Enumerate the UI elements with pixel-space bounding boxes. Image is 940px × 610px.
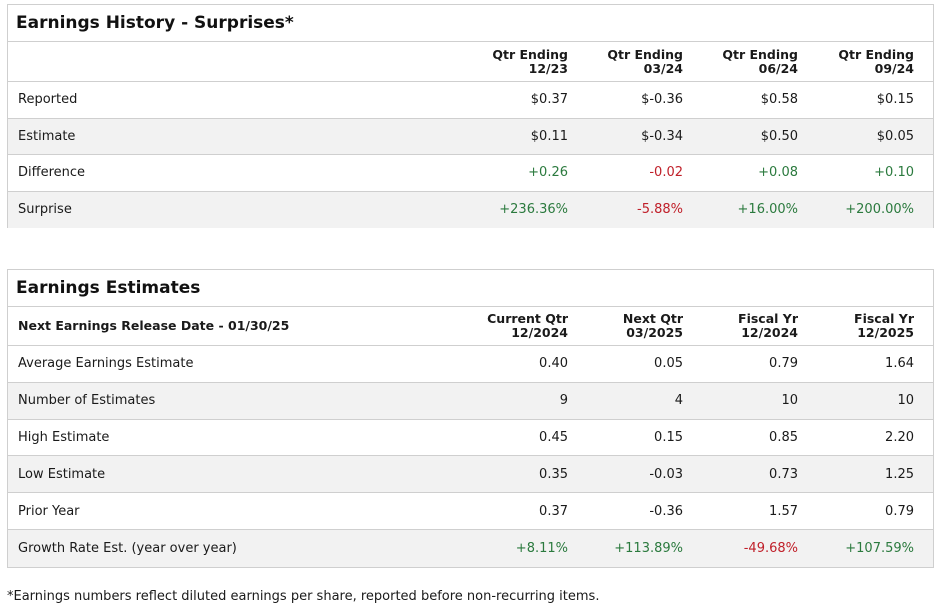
row-label: Average Earnings Estimate bbox=[18, 356, 194, 372]
row-value: +0.26 bbox=[528, 165, 568, 181]
table-row: Average Earnings Estimate 0.40 0.05 0.79 1.6… bbox=[8, 346, 933, 383]
earnings-history-header-row: Qtr Ending 12/23 Qtr Ending 03/24 Qtr Endi… bbox=[8, 42, 933, 82]
row-value: -5.88% bbox=[637, 202, 683, 218]
earnings-history-title: Earnings History - Surprises* bbox=[8, 5, 933, 42]
row-value: 0.79 bbox=[885, 503, 914, 519]
row-value: $0.11 bbox=[530, 128, 568, 144]
column-header: Fiscal Yr 12/2024 bbox=[738, 311, 798, 340]
row-value: $0.05 bbox=[876, 128, 914, 144]
row-value: +0.08 bbox=[758, 165, 798, 181]
row-label: Surprise bbox=[18, 202, 72, 218]
footnote: *Earnings numbers reflect diluted earnin… bbox=[7, 589, 600, 604]
earnings-estimates-title: Earnings Estimates bbox=[8, 270, 933, 307]
row-value: 0.79 bbox=[769, 356, 798, 372]
row-label: Estimate bbox=[18, 128, 76, 144]
table-row: Difference +0.26 -0.02 +0.08 +0.10 bbox=[8, 155, 933, 192]
row-value: $0.15 bbox=[876, 92, 914, 108]
row-label: Low Estimate bbox=[18, 466, 106, 482]
row-value: $0.37 bbox=[530, 92, 568, 108]
row-value: +8.11% bbox=[515, 540, 568, 556]
row-value: 1.25 bbox=[885, 466, 914, 482]
column-header: Qtr Ending 09/24 bbox=[838, 46, 914, 76]
earnings-history-panel: Earnings History - Surprises* Qtr Ending… bbox=[7, 4, 934, 228]
row-label: Growth Rate Est. (year over year) bbox=[18, 540, 237, 556]
row-value: 0.85 bbox=[769, 429, 798, 445]
row-value: 0.05 bbox=[654, 356, 683, 372]
row-label: High Estimate bbox=[18, 429, 110, 445]
row-value: 9 bbox=[559, 393, 568, 409]
row-value: +113.89% bbox=[614, 540, 683, 556]
column-header: Fiscal Yr 12/2025 bbox=[854, 311, 914, 340]
row-value: +16.00% bbox=[737, 202, 798, 218]
row-value: 0.45 bbox=[539, 429, 568, 445]
row-label: Number of Estimates bbox=[18, 393, 156, 409]
row-value: -0.02 bbox=[649, 165, 683, 181]
row-value: 0.37 bbox=[539, 503, 568, 519]
row-value: $0.58 bbox=[760, 92, 798, 108]
earnings-estimates-panel: Earnings Estimates Next Earnings Release… bbox=[7, 269, 934, 568]
row-value: 4 bbox=[674, 393, 683, 409]
row-value: 1.64 bbox=[885, 356, 914, 372]
column-header: Current Qtr 12/2024 bbox=[487, 311, 568, 340]
row-value: 0.35 bbox=[539, 466, 568, 482]
table-row: Estimate $0.11 $-0.34 $0.50 $0.05 bbox=[8, 118, 933, 155]
row-value: $-0.36 bbox=[641, 92, 683, 108]
row-label: Difference bbox=[18, 165, 86, 181]
row-value: +200.00% bbox=[845, 202, 914, 218]
table-row: Number of Estimates 9 4 10 10 bbox=[8, 382, 933, 420]
row-value: 1.57 bbox=[769, 503, 798, 519]
row-label: Prior Year bbox=[18, 503, 80, 519]
table-row: Prior Year 0.37 -0.36 1.57 0.79 bbox=[8, 493, 933, 530]
earnings-history-rows: Reported $0.37 $-0.36 $0.58 $0.15 Estimate $0.… bbox=[8, 82, 933, 228]
row-value: 0.73 bbox=[769, 466, 798, 482]
earnings-estimates-rows: Average Earnings Estimate 0.40 0.05 0.79 1.6… bbox=[8, 346, 933, 567]
row-value: +107.59% bbox=[845, 540, 914, 556]
row-value: -0.36 bbox=[649, 503, 683, 519]
table-row: Reported $0.37 $-0.36 $0.58 $0.15 bbox=[8, 82, 933, 119]
row-value: -0.03 bbox=[649, 466, 683, 482]
row-value: -49.68% bbox=[743, 540, 798, 556]
table-row: High Estimate 0.45 0.15 0.85 2.20 bbox=[8, 420, 933, 457]
row-value: 2.20 bbox=[885, 429, 914, 445]
row-label: Reported bbox=[18, 92, 78, 108]
table-row: Growth Rate Est. (year over year) +8.11% +… bbox=[8, 529, 933, 567]
table-row: Low Estimate 0.35 -0.03 0.73 1.25 bbox=[8, 456, 933, 494]
row-value: 10 bbox=[781, 393, 798, 409]
row-value: 10 bbox=[897, 393, 914, 409]
column-header: Qtr Ending 03/24 bbox=[607, 46, 683, 76]
row-value: +0.10 bbox=[874, 165, 914, 181]
next-release-date-label: Next Earnings Release Date - 01/30/25 bbox=[18, 318, 290, 333]
column-header: Next Qtr 03/2025 bbox=[622, 311, 683, 340]
column-header: Qtr Ending 06/24 bbox=[722, 46, 798, 76]
row-value: $-0.34 bbox=[641, 128, 683, 144]
earnings-estimates-header-row: Next Earnings Release Date - 01/30/25 Cu… bbox=[8, 307, 933, 346]
row-value: 0.40 bbox=[539, 356, 568, 372]
row-value: 0.15 bbox=[654, 429, 683, 445]
row-value: $0.50 bbox=[760, 128, 798, 144]
column-header: Qtr Ending 12/23 bbox=[492, 46, 568, 76]
row-value: +236.36% bbox=[499, 202, 568, 218]
table-row: Surprise +236.36% -5.88% +16.00% +200.00% bbox=[8, 191, 933, 228]
